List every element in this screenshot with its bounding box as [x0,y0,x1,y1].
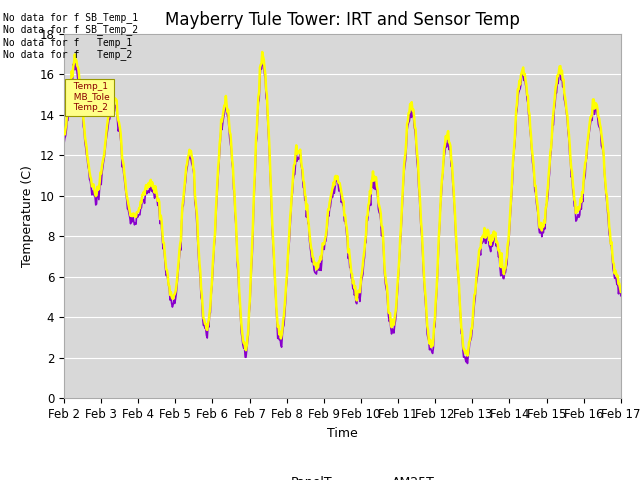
Legend: PanelT, AM25T: PanelT, AM25T [244,471,440,480]
Text: Temp_1
  MB_Tole
  Temp_2: Temp_1 MB_Tole Temp_2 [68,82,110,112]
Y-axis label: Temperature (C): Temperature (C) [20,165,34,267]
X-axis label: Time: Time [327,427,358,440]
Title: Mayberry Tule Tower: IRT and Sensor Temp: Mayberry Tule Tower: IRT and Sensor Temp [165,11,520,29]
Text: No data for f SB_Temp_1
No data for f SB_Temp_2
No data for f   Temp_1
No data f: No data for f SB_Temp_1 No data for f SB… [3,12,138,60]
